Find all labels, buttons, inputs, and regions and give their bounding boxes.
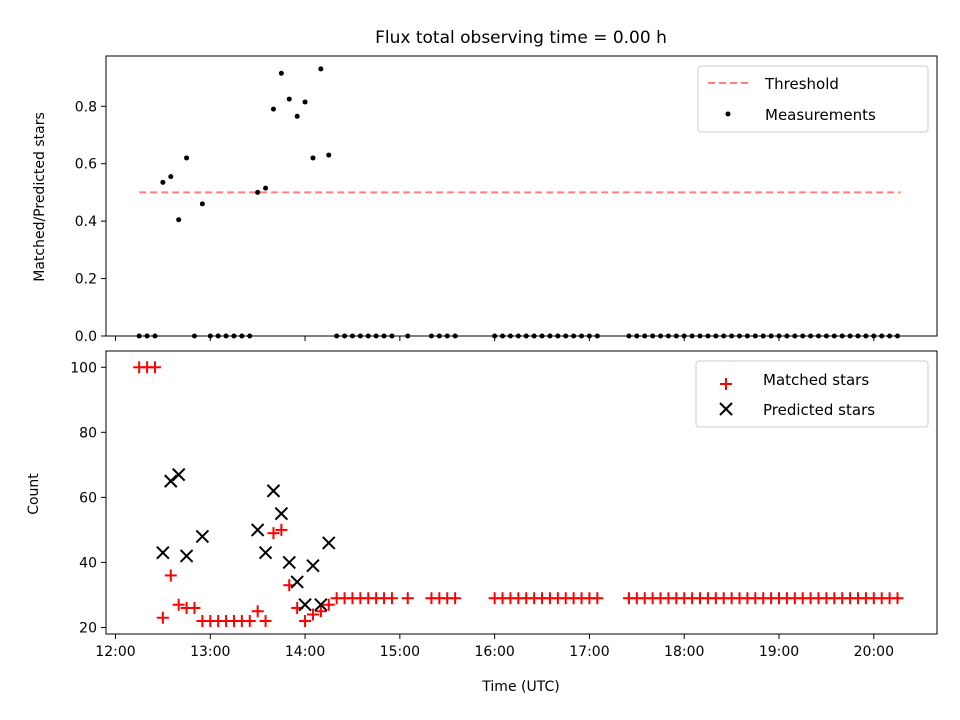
matched-star-point <box>299 614 312 627</box>
legend-predicted-swatch <box>719 402 733 416</box>
count-axes-frame <box>105 350 938 635</box>
matched-star-point <box>243 614 256 627</box>
legend-predicted-label: Predicted stars <box>763 401 875 419</box>
x-tick-label: 13:00 <box>190 644 230 660</box>
count-y-tick-label: 80 <box>79 425 97 441</box>
ratio-y-tick-label: 0.2 <box>75 272 97 288</box>
matched-star-point <box>251 605 264 618</box>
measurement-point <box>326 152 332 158</box>
predicted-star-point <box>282 555 296 570</box>
measurement-point <box>318 66 324 72</box>
predicted-star-point <box>274 506 289 521</box>
predicted-star-point <box>306 558 320 573</box>
count-legend: Matched stars Predicted stars <box>695 360 929 428</box>
measurement-point <box>302 99 308 105</box>
matched-star-point <box>591 592 604 605</box>
matched-star-point <box>267 527 280 540</box>
chart-title: Flux total observing time = 0.00 h <box>375 28 667 48</box>
legend-matched-swatch <box>720 378 732 390</box>
matched-star-point <box>156 611 169 624</box>
matched-star-point <box>385 592 398 605</box>
ratio-y-tick-label: 0.6 <box>75 157 97 173</box>
x-tick-label: 20:00 <box>854 644 894 660</box>
predicted-star-point <box>266 484 281 498</box>
x-tick-label: 16:00 <box>474 644 514 660</box>
measurement-point <box>270 106 276 112</box>
ratio-y-tick-label: 0.4 <box>75 214 97 230</box>
count-panel: Count Time (UTC) 20 40 60 80 100 12:00 13:00 14… <box>26 350 938 695</box>
predicted-star-point <box>250 523 265 537</box>
predicted-star-point <box>171 467 186 482</box>
count-axis-ticks: 20 40 60 80 100 12:00 13:00 14:00 15:00 16:00 17:0… <box>70 360 894 660</box>
measurement-point <box>168 174 174 180</box>
legend-threshold-label: Threshold <box>764 75 839 93</box>
ratio-y-tick-label: 0.0 <box>75 329 97 345</box>
predicted-star-point <box>179 549 194 563</box>
legend-box <box>697 65 929 133</box>
predicted-star-point <box>322 536 336 550</box>
legend-measurements-swatch <box>725 111 731 117</box>
ratio-legend: Threshold Measurements <box>697 65 929 133</box>
legend-box <box>695 360 929 428</box>
matched-star-point <box>314 605 327 618</box>
count-plot-marks <box>133 361 904 627</box>
x-tick-label: 18:00 <box>664 644 704 660</box>
predicted-star-point <box>290 575 304 589</box>
matched-star-point <box>172 598 185 611</box>
ratio-panel: Flux total observing time = 0.00 h Match… <box>32 28 938 345</box>
measurement-point <box>263 185 269 191</box>
matched-star-point <box>306 608 319 621</box>
ratio-axis-ticks: 0.0 0.2 0.4 0.6 0.8 <box>75 99 875 345</box>
x-tick-label: 19:00 <box>759 644 799 660</box>
matched-star-point <box>275 523 288 536</box>
x-tick-label: 15:00 <box>380 644 420 660</box>
measurement-point <box>199 201 205 207</box>
predicted-star-point <box>156 545 170 560</box>
predicted-star-point <box>298 598 312 612</box>
measurement-point <box>310 155 316 161</box>
measurement-point <box>255 189 261 195</box>
x-tick-label: 12:00 <box>95 644 135 660</box>
count-y-tick-label: 40 <box>79 555 97 571</box>
matched-star-point <box>401 592 414 605</box>
x-axis-label: Time (UTC) <box>481 679 559 695</box>
matched-star-point <box>188 601 201 614</box>
ratio-y-tick-label: 0.8 <box>75 99 97 115</box>
measurement-point <box>184 155 190 161</box>
ratio-axes-frame <box>105 55 938 337</box>
x-tick-label: 14:00 <box>285 644 325 660</box>
count-y-tick-label: 60 <box>79 490 97 506</box>
matched-star-point <box>322 598 335 611</box>
count-y-tick-label: 100 <box>70 360 97 376</box>
predicted-star-point <box>314 598 328 612</box>
matched-star-point <box>164 569 177 582</box>
legend-measurements-label: Measurements <box>765 106 876 124</box>
y-axis-label-count: Count <box>26 473 42 515</box>
measurement-point <box>176 217 182 223</box>
matched-star-point <box>449 592 462 605</box>
predicted-star-point <box>195 529 210 544</box>
measurement-point <box>160 179 166 185</box>
matched-star-point <box>891 592 904 605</box>
x-tick-label: 17:00 <box>569 644 609 660</box>
matched-star-point <box>259 614 272 627</box>
predicted-star-point <box>258 545 273 560</box>
matched-star-point <box>148 361 161 374</box>
y-axis-label-ratio: Matched/Predicted stars <box>32 112 48 282</box>
legend-matched-label: Matched stars <box>763 371 869 389</box>
count-y-tick-label: 20 <box>79 620 97 636</box>
measurement-point <box>278 70 284 76</box>
measurement-point <box>286 96 292 102</box>
measurement-point <box>294 113 300 119</box>
